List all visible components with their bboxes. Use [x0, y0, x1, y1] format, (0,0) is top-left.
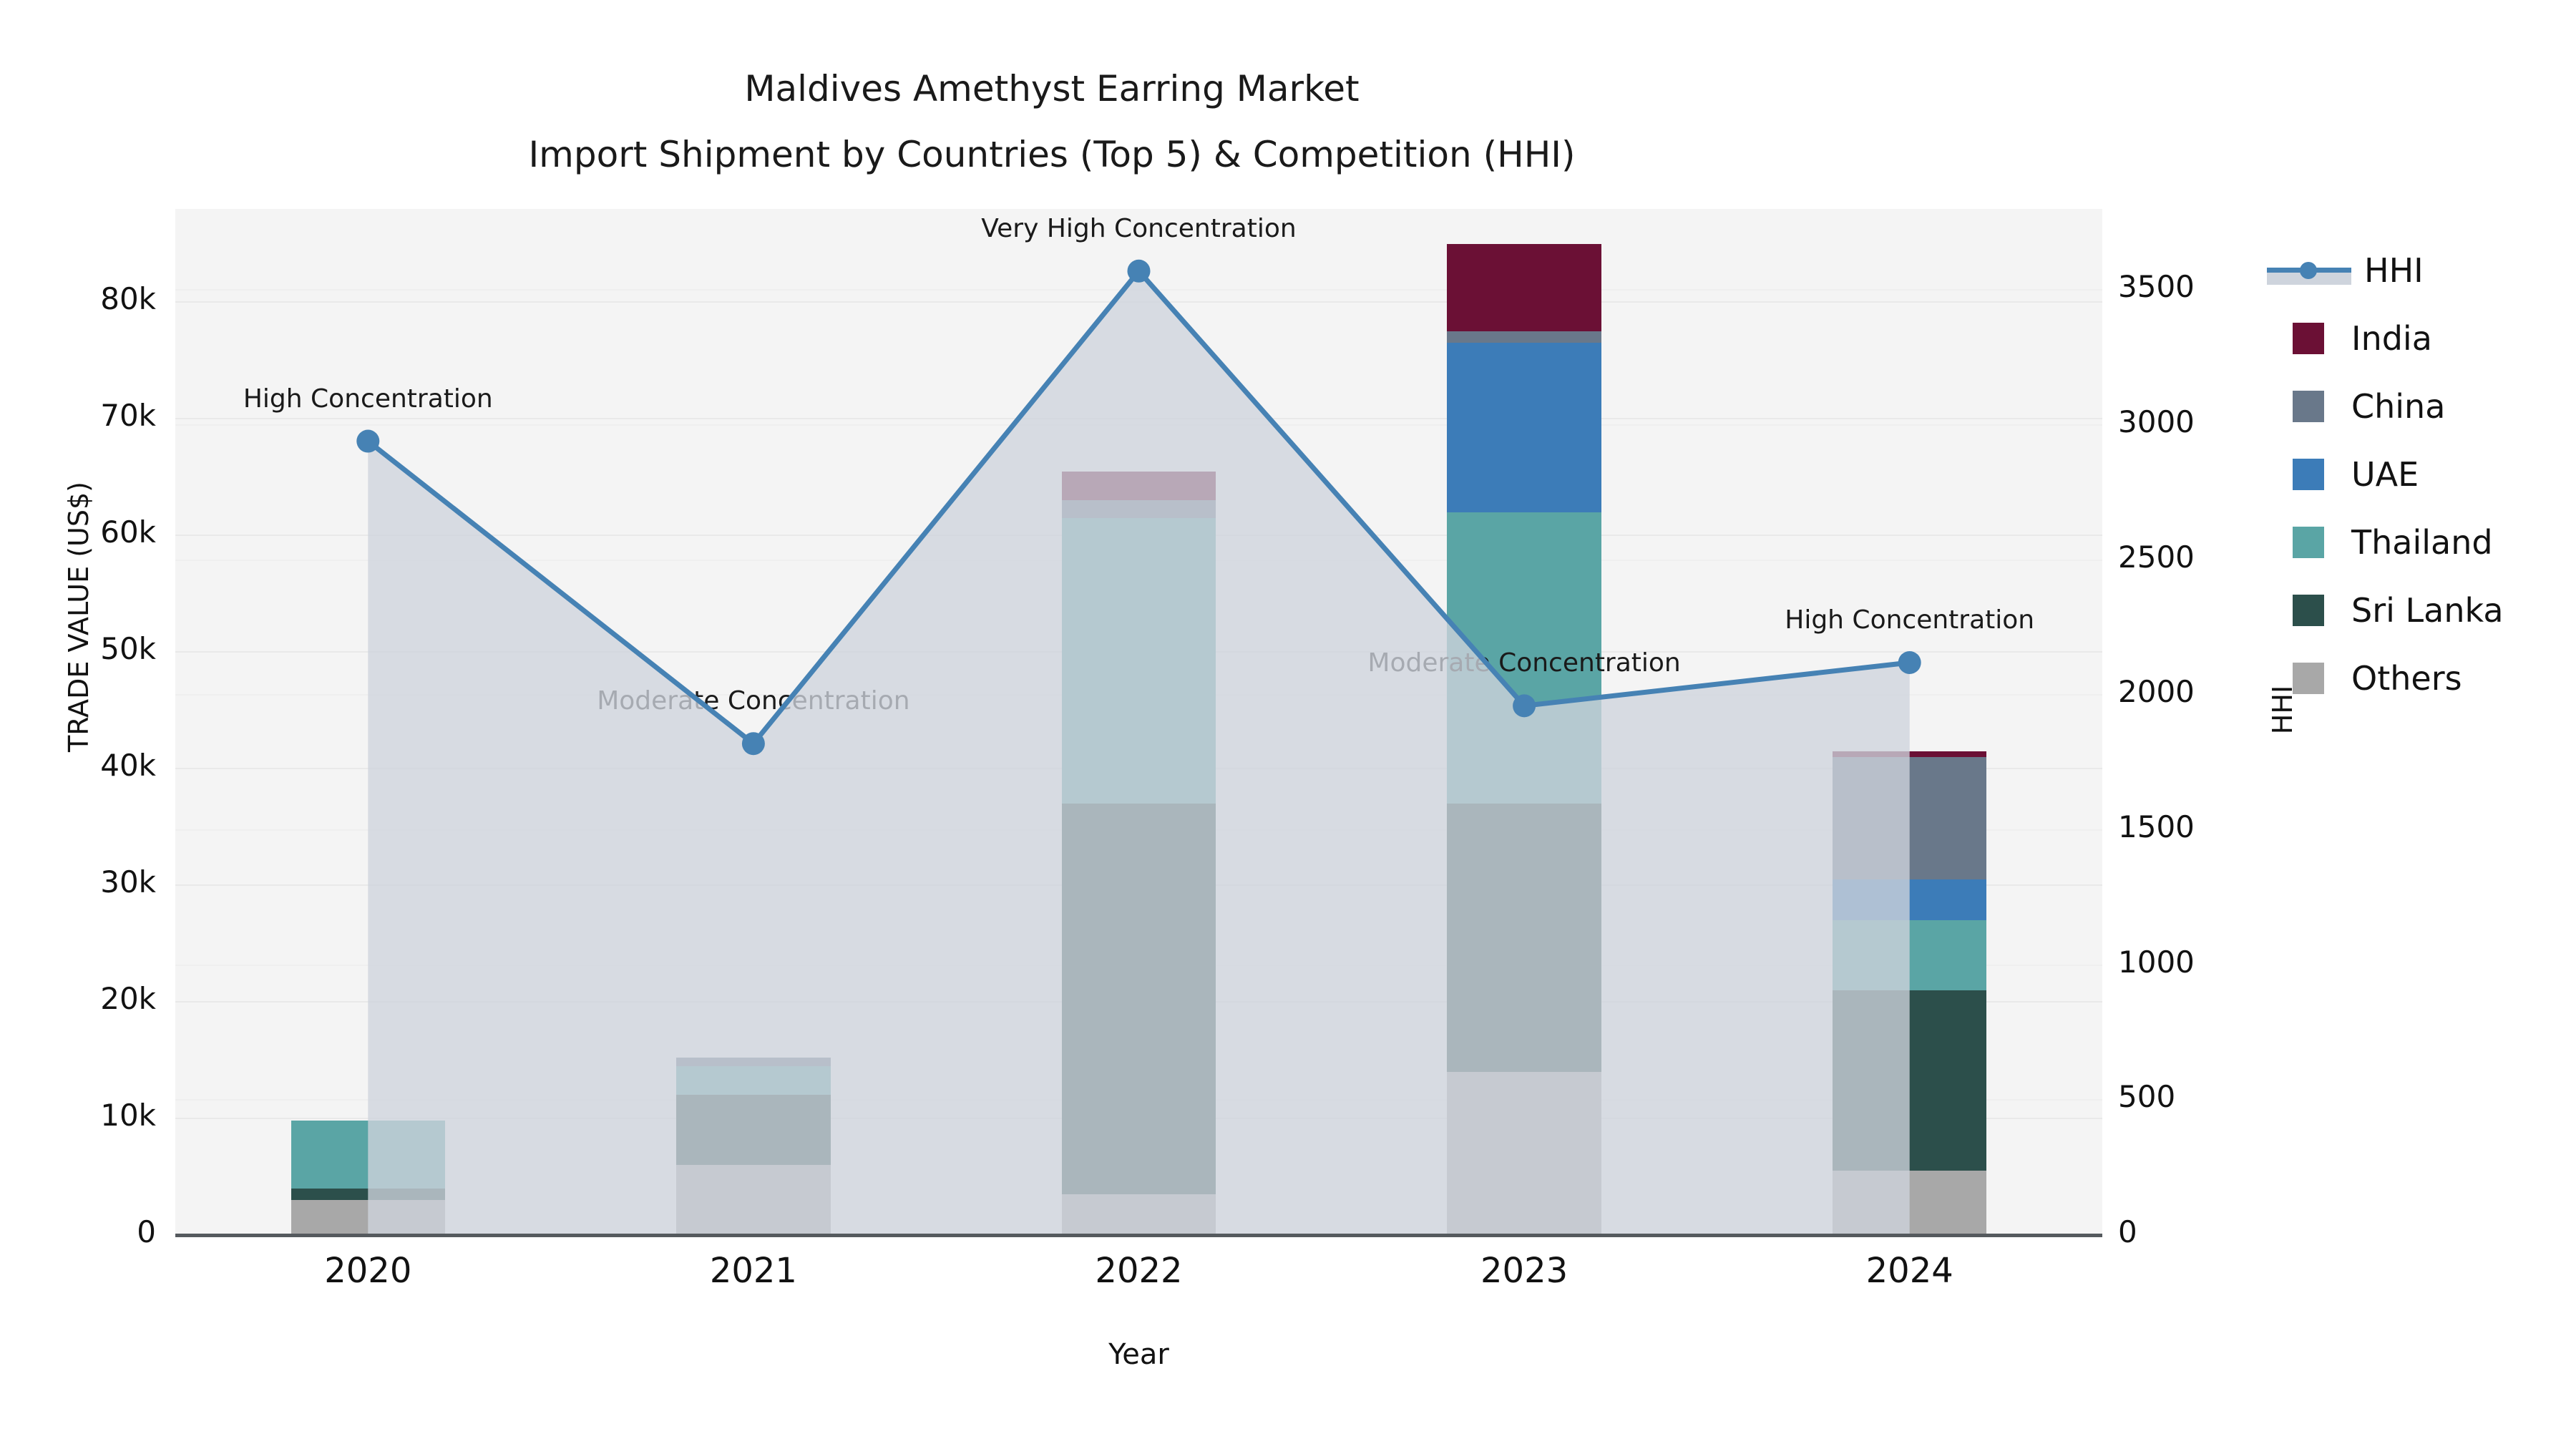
x-axis-label: Year: [1108, 1338, 1169, 1371]
legend-swatch-icon: [2293, 526, 2324, 558]
legend-swatch-icon: [2293, 594, 2324, 626]
bar-segment[interactable]: [1061, 804, 1216, 1194]
chart-legend: HHI India China UAE Thailand Sri Lanka Others: [2267, 236, 2504, 712]
y-axis-tick-right: 3000: [2118, 404, 2195, 439]
legend-swatch-icon: [2293, 662, 2324, 694]
legend-item-label: India: [2351, 318, 2432, 358]
y-axis-tick-right: 2500: [2118, 539, 2195, 575]
bar-segment[interactable]: [291, 1121, 446, 1189]
chart-title-line-2: Import Shipment by Countries (Top 5) & C…: [528, 134, 1576, 175]
bar-segment[interactable]: [1832, 879, 1987, 921]
bar-segment[interactable]: [1832, 920, 1987, 990]
y-axis-tick-left: 80k: [100, 281, 156, 317]
bar-segment[interactable]: [676, 1065, 831, 1096]
x-axis-tick: 2020: [324, 1251, 412, 1291]
y-axis-tick-left: 0: [137, 1214, 156, 1249]
legend-item[interactable]: HHI: [2267, 236, 2504, 304]
x-axis-tick: 2023: [1480, 1251, 1568, 1291]
y-axis-tick-left: 20k: [100, 981, 156, 1017]
chart-title: Maldives Amethyst Earring Market Import …: [0, 56, 2104, 187]
y-axis-tick-left: 40k: [100, 748, 156, 784]
hhi-annotation: Moderate Concentration: [597, 686, 910, 716]
y-axis-tick-right: 1000: [2118, 944, 2195, 980]
bar-segment[interactable]: [1832, 1171, 1987, 1235]
y-axis-tick-left: 10k: [100, 1098, 156, 1133]
legend-swatch-icon: [2293, 322, 2324, 354]
legend-item[interactable]: India: [2267, 304, 2504, 372]
x-axis-tick: 2021: [709, 1251, 797, 1291]
y-axis-tick-left: 60k: [100, 514, 156, 550]
hhi-annotation: Very High Concentration: [981, 213, 1297, 243]
legend-item-label: HHI: [2364, 250, 2424, 290]
bar-segment[interactable]: [1061, 500, 1216, 518]
legend-item-label: Others: [2351, 658, 2462, 698]
legend-swatch-icon: [2293, 390, 2324, 422]
legend-item[interactable]: Sri Lanka: [2267, 576, 2504, 644]
bar-segment[interactable]: [1061, 1194, 1216, 1235]
legend-item[interactable]: UAE: [2267, 440, 2504, 508]
bar-segment[interactable]: [1447, 804, 1601, 1072]
hhi-annotation: High Concentration: [1785, 605, 2035, 635]
legend-item-label: Sri Lanka: [2351, 590, 2504, 630]
bar-segment[interactable]: [1832, 751, 1987, 757]
y-axis-tick-right: 2000: [2118, 674, 2195, 710]
bar-segment[interactable]: [676, 1165, 831, 1235]
legend-item-label: China: [2351, 386, 2446, 426]
grid-line: [175, 418, 2102, 420]
y-axis-tick-left: 30k: [100, 864, 156, 900]
bar-segment[interactable]: [291, 1188, 446, 1201]
hhi-annotation: Moderate Concentration: [1367, 648, 1681, 678]
bar-segment[interactable]: [1447, 343, 1601, 512]
x-axis-line: [175, 1234, 2102, 1237]
bar-segment[interactable]: [1447, 331, 1601, 343]
bar-segment[interactable]: [676, 1058, 831, 1066]
y-axis-tick-right: 0: [2118, 1214, 2137, 1249]
y-axis-tick-right: 1500: [2118, 809, 2195, 844]
bar-segment[interactable]: [1447, 1071, 1601, 1235]
chart-title-line-1: Maldives Amethyst Earring Market: [744, 68, 1360, 109]
grid-line: [175, 301, 2102, 303]
legend-line-icon: [2267, 255, 2351, 286]
legend-swatch-icon: [2293, 458, 2324, 490]
legend-item[interactable]: Thailand: [2267, 508, 2504, 576]
y-axis-tick-left: 70k: [100, 398, 156, 434]
y-axis-tick-left: 50k: [100, 631, 156, 667]
y-axis-label-left: TRADE VALUE (US$): [63, 482, 94, 752]
legend-item-label: Thailand: [2351, 522, 2493, 562]
bar-segment[interactable]: [291, 1200, 446, 1235]
x-axis-tick: 2022: [1095, 1251, 1183, 1291]
bar-segment[interactable]: [676, 1095, 831, 1166]
x-axis-tick: 2024: [1865, 1251, 1953, 1291]
legend-item-label: UAE: [2351, 454, 2419, 494]
grid-line-secondary: [175, 424, 2102, 426]
bar-segment[interactable]: [1832, 990, 1987, 1171]
bar-segment[interactable]: [1061, 471, 1216, 501]
grid-line-secondary: [175, 289, 2102, 291]
y-axis-tick-right: 3500: [2118, 269, 2195, 305]
bar-segment[interactable]: [1832, 756, 1987, 879]
bar-segment[interactable]: [1061, 517, 1216, 804]
y-axis-tick-right: 500: [2118, 1079, 2176, 1115]
legend-item[interactable]: China: [2267, 372, 2504, 440]
hhi-annotation: High Concentration: [243, 384, 493, 414]
bar-segment[interactable]: [1447, 243, 1601, 332]
legend-item[interactable]: Others: [2267, 644, 2504, 712]
